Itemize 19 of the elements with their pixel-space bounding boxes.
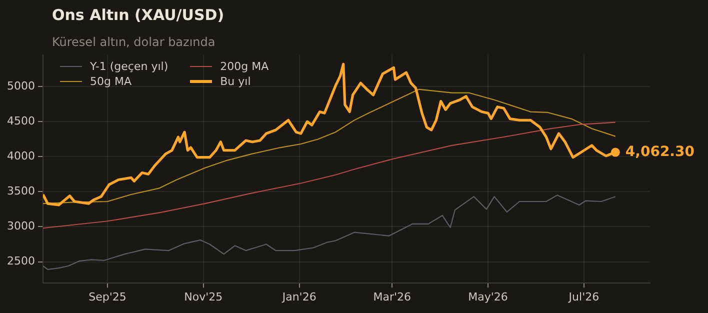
y-tick-label: 4000 [6, 149, 35, 162]
legend-label: 50g MA [90, 75, 132, 88]
chart-title: Ons Altın (XAU/USD) [52, 6, 224, 24]
legend-label: 200g MA [220, 60, 269, 73]
y-tick-label: 3500 [6, 184, 35, 198]
chart-subtitle: Küresel altın, dolar bazında [52, 35, 216, 49]
y-tick-label: 3000 [6, 220, 35, 233]
legend-label: Y-1 (geçen yıl) [90, 60, 168, 73]
x-tick-label: Sep'25 [88, 290, 126, 304]
x-tick-label: Jan'26 [281, 290, 316, 304]
y-tick-label: 2500 [6, 254, 35, 268]
y-tick-label: 4500 [6, 114, 35, 128]
y-tick-label: 5000 [6, 79, 35, 92]
legend-label: Bu yıl [220, 75, 251, 88]
x-tick-label: Nov'25 [184, 290, 223, 304]
x-tick-label: Mar'26 [373, 290, 411, 304]
annotation: 4,062.30 [625, 144, 695, 160]
x-tick-label: May'26 [468, 290, 508, 304]
x-tick-label: Jul'26 [568, 290, 600, 304]
